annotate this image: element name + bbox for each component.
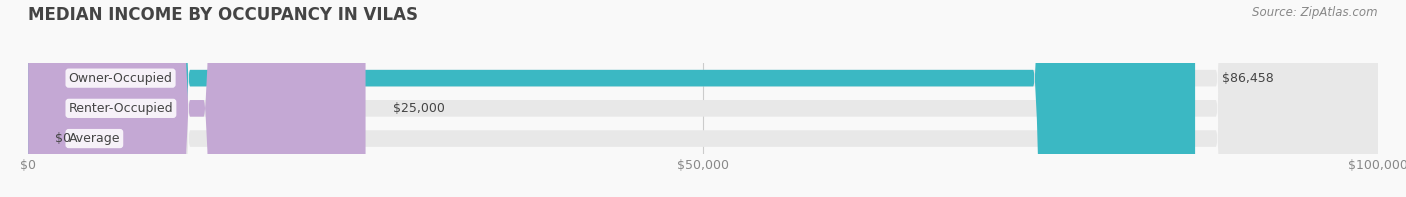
FancyBboxPatch shape — [28, 0, 366, 197]
Text: Average: Average — [69, 132, 120, 145]
Text: $25,000: $25,000 — [392, 102, 444, 115]
Text: $0: $0 — [55, 132, 72, 145]
Text: Source: ZipAtlas.com: Source: ZipAtlas.com — [1253, 6, 1378, 19]
Text: Renter-Occupied: Renter-Occupied — [69, 102, 173, 115]
FancyBboxPatch shape — [28, 0, 1378, 197]
Text: Owner-Occupied: Owner-Occupied — [69, 72, 173, 85]
Text: $86,458: $86,458 — [1222, 72, 1274, 85]
FancyBboxPatch shape — [28, 0, 1378, 197]
FancyBboxPatch shape — [28, 0, 1195, 197]
Text: MEDIAN INCOME BY OCCUPANCY IN VILAS: MEDIAN INCOME BY OCCUPANCY IN VILAS — [28, 6, 418, 24]
FancyBboxPatch shape — [28, 0, 1378, 197]
